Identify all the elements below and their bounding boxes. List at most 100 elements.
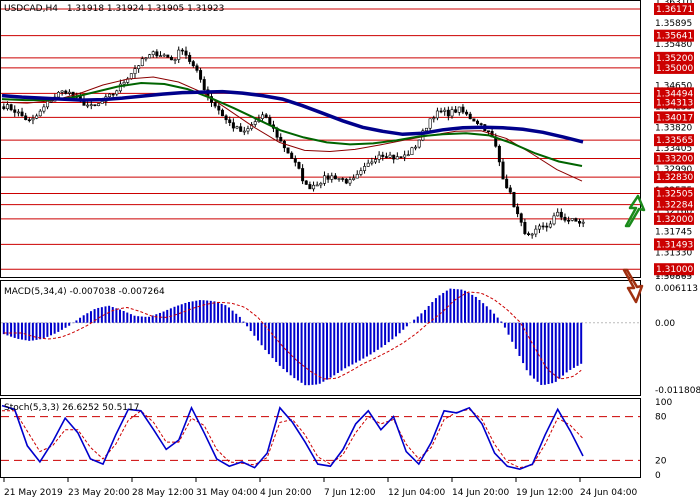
candle-body-125 (457, 106, 461, 113)
level-label-bg-3 (654, 61, 694, 74)
stoch-main-line (1, 404, 584, 471)
x-tick-3: 31 May 04:00 (196, 488, 258, 498)
stoch-tick-2: 20 (655, 456, 667, 466)
candle-body-13 (49, 100, 53, 103)
arrow-up-icon (624, 194, 646, 228)
candle-body-67 (246, 128, 250, 132)
candle-body-118 (432, 117, 436, 120)
price-tick-2: 1.35480 (655, 40, 692, 50)
candle-body-103 (377, 154, 381, 160)
candle-body-126 (461, 106, 465, 113)
candle-body-146 (534, 228, 538, 235)
candle-body-153 (559, 211, 563, 218)
candle-body-38 (140, 58, 144, 66)
candle-body-114 (417, 139, 421, 148)
candle-body-55 (202, 79, 206, 91)
candle-body-91 (333, 175, 337, 180)
price-tick-9: 1.32160 (655, 207, 692, 217)
candle-body-44 (162, 54, 166, 57)
price-tick-13: 1.30865 (655, 272, 692, 282)
candle-body-96 (352, 177, 356, 180)
candle-body-47 (173, 59, 177, 61)
candle-body-35 (129, 73, 133, 80)
candle-body-30 (111, 93, 115, 96)
candle-body-102 (373, 159, 377, 163)
candle-body-32 (118, 83, 122, 92)
candle-body-0 (2, 106, 6, 109)
level-label-7: 1.33565 (656, 136, 693, 146)
candle-body-73 (268, 117, 272, 126)
level-label-3: 1.35000 (656, 64, 693, 74)
candle-body-158 (578, 221, 582, 224)
candle-body-124 (454, 109, 458, 113)
level-label-bg-10 (654, 187, 694, 200)
candle-body-65 (239, 126, 243, 132)
candle-body-149 (545, 225, 549, 228)
ma-mid-line (1, 81, 583, 167)
macd-tick-0: 0.006113 (655, 284, 698, 294)
candle-body-140 (512, 191, 516, 208)
level-label-4: 1.34494 (656, 89, 693, 99)
x-tick-0: 21 May 2019 (4, 488, 63, 498)
candle-body-129 (472, 118, 476, 122)
level-label-9: 1.32830 (656, 173, 693, 183)
ohlc-label: 1.31918 1.31924 1.31905 1.31923 (67, 4, 224, 14)
candle-body-143 (523, 222, 527, 234)
candle-body-16 (60, 90, 64, 93)
candle-body-147 (537, 225, 541, 230)
candle-body-113 (414, 146, 418, 149)
ma-fast-line (1, 76, 583, 182)
candle-body-90 (330, 175, 334, 180)
candle-body-121 (443, 109, 447, 112)
candle-body-93 (341, 178, 345, 180)
level-label-bg-9 (654, 171, 694, 184)
candle-body-156 (570, 218, 574, 221)
candle-body-64 (235, 126, 239, 129)
x-tick-6: 12 Jun 04:00 (388, 488, 445, 498)
candle-body-81 (297, 162, 301, 169)
stoch-label: Stoch(5,3,3) 26.6252 50.5117 (4, 403, 139, 413)
candle-body-54 (199, 70, 203, 80)
x-tick-5: 7 Jun 12:00 (324, 488, 376, 498)
stoch-signal-line (2, 408, 584, 469)
candle-body-63 (231, 122, 235, 129)
candle-body-100 (366, 162, 370, 167)
candle-body-41 (151, 51, 155, 55)
candle-body-24 (89, 104, 93, 106)
candle-body-136 (497, 145, 501, 163)
candle-body-12 (46, 100, 50, 108)
candle-body-5 (20, 111, 24, 117)
level-label-bg-1 (654, 29, 694, 42)
candle-body-37 (137, 65, 141, 69)
candle-body-4 (16, 111, 20, 114)
macd-tick-1: 0.00 (655, 319, 675, 329)
candle-body-128 (468, 113, 472, 120)
level-label-8: 1.33200 (656, 154, 693, 164)
candle-body-142 (519, 213, 523, 223)
level-label-2: 1.35200 (656, 54, 693, 64)
stoch-tick-0: 100 (655, 398, 672, 408)
candle-body-152 (556, 211, 560, 217)
level-label-bg-7 (654, 134, 694, 147)
price-tick-11: 1.31330 (655, 249, 692, 259)
candle-body-123 (450, 109, 454, 117)
candle-body-94 (344, 178, 348, 184)
candle-body-101 (370, 161, 374, 164)
candle-body-116 (424, 127, 428, 132)
x-tick-7: 14 Jun 20:00 (452, 488, 509, 498)
candle-body-53 (195, 65, 199, 71)
candle-body-61 (224, 115, 228, 121)
macd-tick-2: -0.011808 (655, 386, 700, 396)
candle-body-98 (359, 170, 363, 175)
stoch-tick-3: 0 (655, 471, 661, 481)
candle-body-33 (122, 82, 126, 85)
candle-body-99 (363, 166, 367, 171)
candle-body-145 (530, 233, 534, 236)
candle-body-144 (527, 233, 531, 236)
candle-body-122 (446, 109, 450, 117)
candle-body-40 (148, 54, 152, 59)
candle-body-27 (100, 101, 104, 104)
price-tick-10: 1.31745 (655, 228, 692, 238)
candle-body-137 (501, 161, 505, 180)
level-label-0: 1.36171 (656, 5, 693, 15)
